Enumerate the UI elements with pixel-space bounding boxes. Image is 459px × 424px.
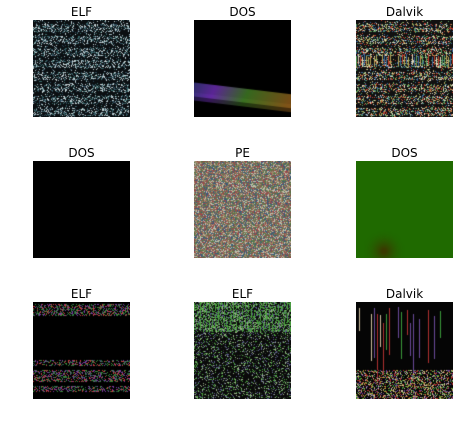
- panel-title: Dalvik: [385, 5, 424, 19]
- panel-title: ELF: [231, 287, 254, 301]
- panel-title: ELF: [70, 287, 93, 301]
- panel-title: Dalvik: [385, 287, 424, 301]
- panel-title: ELF: [70, 5, 93, 19]
- panel-title: DOS: [68, 146, 95, 160]
- panel-title: DOS: [391, 146, 418, 160]
- panel-image: [356, 161, 453, 258]
- panel-image: [33, 302, 130, 399]
- panel-image: [194, 161, 291, 258]
- panel-image: [356, 20, 453, 117]
- panel-title: PE: [235, 146, 250, 160]
- panel-image: [33, 161, 130, 258]
- panel-title: DOS: [229, 5, 256, 19]
- panel-image: [356, 302, 453, 399]
- panel-image: [194, 20, 291, 117]
- panel-image: [194, 302, 291, 399]
- panel-image: [33, 20, 130, 117]
